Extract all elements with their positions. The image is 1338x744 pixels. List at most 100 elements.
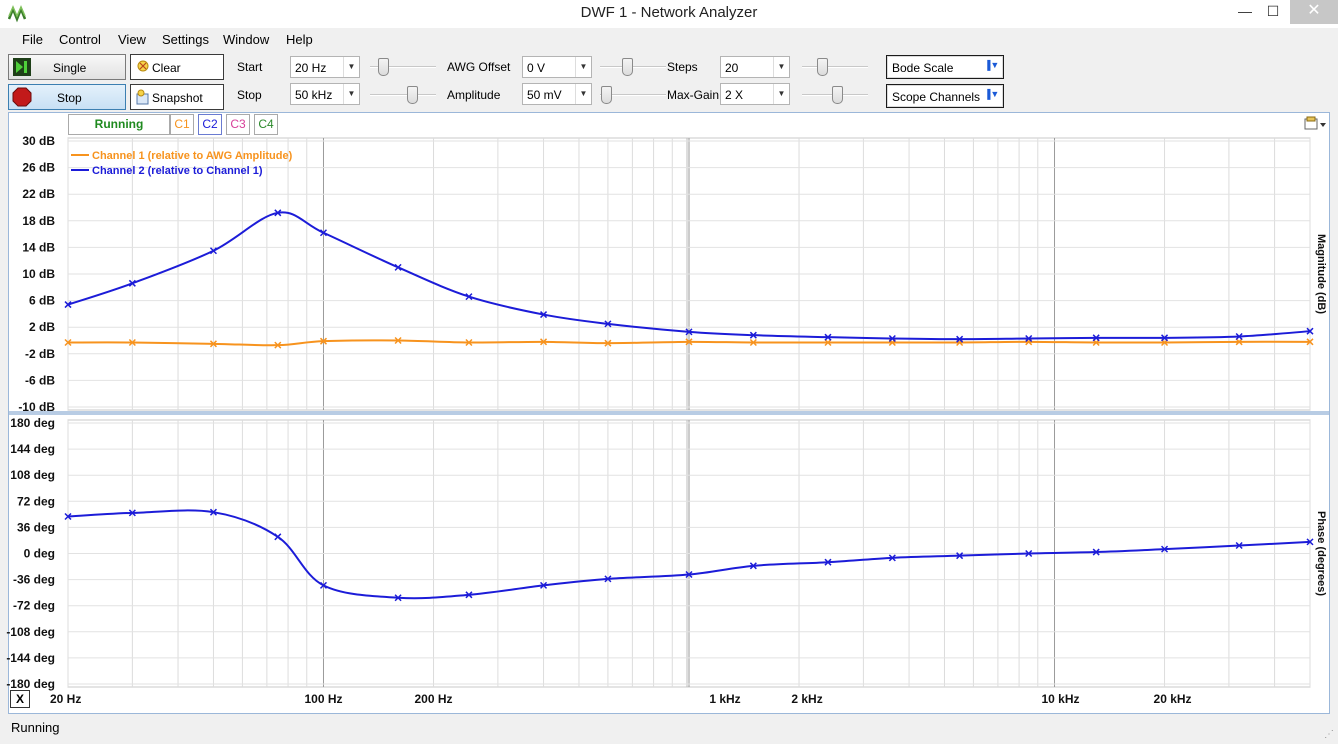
magnitude-channel-2-point xyxy=(64,301,72,309)
magnitude-y-tick-label: 22 dB xyxy=(22,187,55,201)
phase-y-tick-label: 144 deg xyxy=(10,442,55,456)
magnitude-y-tick-label: 30 dB xyxy=(22,134,55,148)
magnitude-channel-2-point xyxy=(128,279,136,287)
phase-channel-2-point xyxy=(604,575,612,583)
start-label: Start xyxy=(237,60,263,74)
magnitude-channel-2-point xyxy=(465,293,473,301)
magnitude-channel-2-point xyxy=(319,229,328,237)
amplitude-label: Amplitude xyxy=(447,88,501,102)
x-tick-label: 1 kHz xyxy=(709,692,740,706)
channel-1-tab[interactable]: C1 xyxy=(170,114,194,135)
x-tick-label: 100 Hz xyxy=(304,692,342,706)
menu-window[interactable]: Window xyxy=(223,32,270,47)
bode-scale-button[interactable]: Bode Scale ▐▼ xyxy=(886,55,1004,79)
magnitude-channel-2-point xyxy=(540,311,548,319)
phase-channel-2-point xyxy=(540,581,548,589)
menu-bar: File Control View Settings Window Help xyxy=(0,28,1338,50)
magnitude-y-tick-label: -2 dB xyxy=(25,347,55,361)
channel-4-tab[interactable]: C4 xyxy=(254,114,278,135)
menu-control[interactable]: Control xyxy=(59,32,101,47)
magnitude-channel-1-point xyxy=(1306,338,1314,346)
magnitude-channel-1-point xyxy=(824,338,832,347)
panel-separator xyxy=(9,411,1329,415)
menu-view[interactable]: View xyxy=(118,32,146,47)
max-gain-combo[interactable]: 2 X ▼ xyxy=(720,83,790,105)
magnitude-y-tick-label: 18 dB xyxy=(22,214,55,228)
phase-channel-2-point xyxy=(888,554,896,562)
magnitude-channel-2-point xyxy=(956,335,964,343)
awg-offset-slider[interactable] xyxy=(600,56,666,78)
phase-channel-2-point xyxy=(319,581,328,589)
menu-file[interactable]: File xyxy=(22,32,43,47)
stop-icon xyxy=(12,87,32,107)
x-axis-button[interactable]: X xyxy=(10,690,30,708)
chevron-down-icon: ▼ xyxy=(343,57,359,77)
magnitude-channel-2-point xyxy=(394,263,402,271)
stop-button[interactable]: Stop xyxy=(8,84,126,110)
steps-slider[interactable] xyxy=(802,56,868,78)
phase-channel-2-point xyxy=(1235,541,1243,550)
phase-channel-2-point xyxy=(956,552,964,560)
x-tick-label: 20 Hz xyxy=(50,692,81,706)
phase-channel-2-point xyxy=(128,509,136,517)
clear-icon xyxy=(137,60,149,72)
stop-frequency-slider[interactable] xyxy=(370,84,436,106)
magnitude-channel-2-point xyxy=(824,333,832,341)
amplitude-slider[interactable] xyxy=(600,84,666,106)
x-tick-label: 20 kHz xyxy=(1154,692,1192,706)
phase-y-axis-label: Phase (degrees) xyxy=(1315,511,1327,596)
start-frequency-slider[interactable] xyxy=(370,56,436,78)
toolbar: Single Stop Clear Snapshot Start 20 Hz ▼… xyxy=(0,50,1338,112)
phase-channel-2-point xyxy=(749,562,757,570)
magnitude-channel-2-point xyxy=(1025,334,1033,343)
amplitude-combo[interactable]: 50 mV ▼ xyxy=(522,83,592,105)
maximize-button[interactable]: ☐ xyxy=(1266,3,1280,19)
x-tick-label: 10 kHz xyxy=(1042,692,1080,706)
status-text: Running xyxy=(11,720,60,735)
magnitude-channel-2-point xyxy=(1306,327,1314,335)
stop-frequency-label: Stop xyxy=(237,88,262,102)
chevron-down-icon: ▼ xyxy=(575,84,591,104)
dropdown-menu-icon: ▐▼ xyxy=(984,89,1000,99)
chevron-down-icon: ▼ xyxy=(343,84,359,104)
channel-2-tab[interactable]: C2 xyxy=(198,114,222,135)
phase-channel-2-point xyxy=(1161,545,1169,553)
chevron-down-icon: ▼ xyxy=(773,57,789,77)
magnitude-y-tick-label: 26 dB xyxy=(22,161,55,175)
start-frequency-combo[interactable]: 20 Hz ▼ xyxy=(290,56,360,78)
magnitude-channel-2-point xyxy=(274,209,282,217)
bode-plot: 30 dB 26 dB 22 dB 18 dB 14 dB 10 dB 6 dB 2 dB -2… xyxy=(6,134,1329,706)
x-tick-label: 200 Hz xyxy=(414,692,452,706)
single-button[interactable]: Single xyxy=(8,54,126,80)
phase-y-tick-label: -36 deg xyxy=(13,573,55,587)
magnitude-channel-1-point xyxy=(274,341,282,349)
channel-3-tab[interactable]: C3 xyxy=(226,114,250,135)
menu-settings[interactable]: Settings xyxy=(162,32,209,47)
phase-channel-2-point xyxy=(824,558,832,566)
clear-button[interactable]: Clear xyxy=(130,54,224,80)
dropdown-menu-icon: ▐▼ xyxy=(984,60,1000,70)
plot-settings-icon[interactable] xyxy=(1303,116,1327,132)
phase-y-tick-label: -108 deg xyxy=(6,625,55,639)
menu-help[interactable]: Help xyxy=(286,32,313,47)
close-button[interactable]: ✕ xyxy=(1290,0,1338,24)
awg-offset-combo[interactable]: 0 V ▼ xyxy=(522,56,592,78)
stop-frequency-combo[interactable]: 50 kHz ▼ xyxy=(290,83,360,105)
magnitude-channel-2-point xyxy=(888,334,896,343)
steps-combo[interactable]: 20 ▼ xyxy=(720,56,790,78)
magnitude-channel-1-point xyxy=(1235,338,1243,346)
magnitude-channel-1-point xyxy=(685,338,693,346)
magnitude-channel-1-point xyxy=(209,340,217,348)
magnitude-y-tick-label: 14 dB xyxy=(22,240,55,254)
phase-y-tick-label: -144 deg xyxy=(6,651,55,665)
magnitude-y-tick-label: 6 dB xyxy=(29,294,55,308)
magnitude-y-tick-label: -6 dB xyxy=(25,373,55,387)
max-gain-slider[interactable] xyxy=(802,84,868,106)
snapshot-button[interactable]: Snapshot xyxy=(130,84,224,110)
phase-channel-2-point xyxy=(274,533,282,541)
phase-y-tick-label: 0 deg xyxy=(24,547,55,561)
scope-channels-button[interactable]: Scope Channels ▐▼ xyxy=(886,84,1004,108)
x-tick-label: 2 kHz xyxy=(791,692,822,706)
phase-y-tick-label: 36 deg xyxy=(17,520,55,534)
minimize-button[interactable]: — xyxy=(1238,3,1252,19)
